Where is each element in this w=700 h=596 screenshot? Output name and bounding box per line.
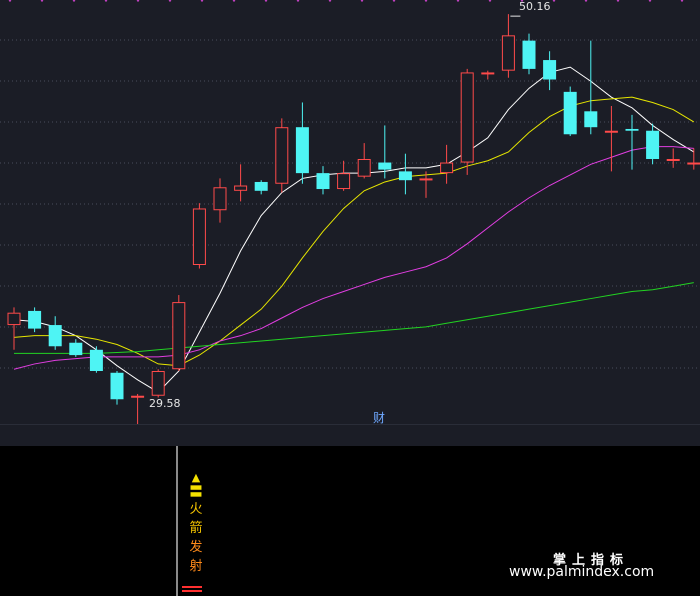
watermark-url: www.palmindex.com	[509, 564, 655, 580]
top-marker-dot	[456, 0, 460, 2]
top-marker-dot	[520, 0, 524, 2]
candle-body	[192, 208, 206, 265]
candle-body	[419, 178, 433, 181]
top-marker-dot	[680, 0, 684, 2]
top-marker-dot	[552, 0, 556, 2]
main-chart-panel: 50.16 29.58 财	[0, 0, 700, 425]
high-price-label: 50.16	[519, 0, 551, 13]
top-marker-dot	[360, 0, 364, 2]
watermark-title: 掌上指标	[553, 553, 630, 568]
top-marker-dot	[296, 0, 300, 2]
candle-body	[7, 312, 21, 326]
candle-body	[563, 91, 577, 135]
finance-marker-label[interactable]: 财	[373, 411, 386, 425]
signal-bars-icon	[182, 586, 202, 596]
candle-body	[666, 159, 680, 161]
candle-body	[646, 130, 660, 159]
candle-body	[398, 171, 412, 181]
top-marker-dot	[136, 0, 140, 2]
candle-body	[501, 35, 515, 71]
top-marker-dot	[392, 0, 396, 2]
signal-char: 发	[189, 540, 203, 555]
candle-body	[625, 128, 639, 131]
top-marker-dot	[584, 0, 588, 2]
candle-body	[460, 72, 474, 163]
top-marker-dot	[8, 0, 12, 2]
candle-body	[543, 60, 557, 80]
candle-body	[378, 162, 392, 170]
signal-up-arrow-icon: ▲	[191, 471, 201, 484]
candle-body	[481, 72, 495, 75]
top-marker-dot	[232, 0, 236, 2]
top-marker-dot	[72, 0, 76, 2]
top-marker-dot	[104, 0, 108, 2]
moving-average-line	[13, 146, 694, 370]
candle-body	[275, 127, 289, 184]
rocket-signal-column: ▲ 〓 火 箭 发 射	[188, 470, 204, 576]
candle-body	[337, 173, 351, 190]
candle-body	[69, 342, 83, 356]
candle-body	[295, 127, 309, 174]
candle-body	[213, 187, 227, 211]
moving-average-line	[13, 96, 695, 367]
top-marker-dot	[40, 0, 44, 2]
candle-body	[131, 395, 145, 398]
candle-body	[357, 159, 371, 177]
top-marker-dot	[328, 0, 332, 2]
top-marker-dot	[648, 0, 652, 2]
top-marker-dot	[264, 0, 268, 2]
signal-char: 火	[189, 502, 203, 517]
candle-body	[254, 181, 268, 191]
candle-body	[172, 302, 186, 370]
moving-average-line	[13, 66, 695, 393]
indicator-panel	[0, 446, 700, 596]
panel-divider	[0, 424, 700, 447]
top-marker-dot	[168, 0, 172, 2]
signal-char: 射	[189, 559, 203, 574]
candle-body	[440, 162, 454, 174]
moving-average-line	[14, 282, 694, 354]
candle-body	[151, 371, 165, 396]
candle-body	[28, 310, 42, 329]
candle-body	[48, 325, 62, 347]
candle-body	[89, 349, 103, 371]
top-marker-dot	[616, 0, 620, 2]
signal-equal-icon: 〓	[189, 485, 203, 500]
signal-vertical-line	[176, 446, 178, 596]
candle-body	[316, 173, 330, 190]
candle-body	[110, 372, 124, 400]
candle-body	[604, 130, 618, 133]
top-marker-dot	[424, 0, 428, 2]
candle-body	[584, 111, 598, 128]
low-price-label: 29.58	[149, 397, 181, 410]
top-marker-dot	[200, 0, 204, 2]
signal-char: 箭	[189, 521, 203, 536]
candle-body	[234, 185, 248, 191]
candle-body	[522, 40, 536, 69]
candle-body	[687, 162, 700, 165]
candlestick-chart	[0, 0, 700, 424]
top-marker-dot	[488, 0, 492, 2]
